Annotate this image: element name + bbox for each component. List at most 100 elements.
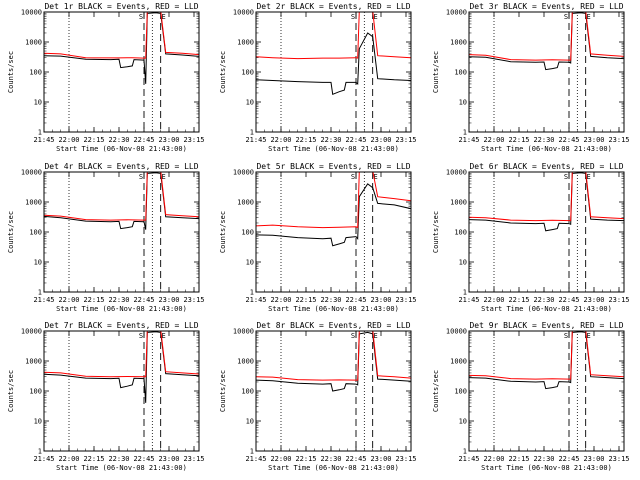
- x-tick-label: 22:15: [83, 455, 104, 463]
- y-axis-label: Counts/sec: [432, 370, 440, 412]
- x-tick-label: 21:45: [245, 296, 266, 304]
- plot-frame: [43, 11, 200, 133]
- panel-7: Det 7r BLACK = Events, RED = LLD Counts/s…: [7, 321, 205, 472]
- x-tick-label: 22:00: [58, 455, 79, 463]
- interval-marker-e: E: [162, 173, 166, 181]
- interval-marker-s: S: [139, 332, 143, 340]
- interval-marker-s: S: [351, 173, 355, 181]
- y-tick-label: 10000: [233, 169, 254, 177]
- y-tick-label: 10000: [21, 9, 42, 17]
- y-tick-label: 100: [29, 388, 42, 396]
- y-axis-label: Counts/sec: [432, 211, 440, 253]
- x-tick-label: 22:30: [320, 136, 341, 144]
- x-tick-label: 22:30: [108, 455, 129, 463]
- x-tick-label: 23:00: [158, 455, 179, 463]
- y-tick-label: 10: [246, 259, 254, 267]
- y-tick-label: 100: [454, 229, 467, 237]
- y-tick-label: 1000: [450, 39, 467, 47]
- x-tick-label: 22:30: [320, 296, 341, 304]
- y-tick-label: 1: [463, 289, 467, 297]
- y-tick-label: 10000: [446, 328, 467, 336]
- x-tick-label: 23:00: [158, 136, 179, 144]
- y-tick-label: 1: [250, 289, 254, 297]
- plot-frame: [255, 11, 412, 133]
- y-tick-label: 1000: [237, 199, 254, 207]
- interval-marker-s: S: [564, 173, 568, 181]
- x-tick-label: 22:45: [558, 455, 579, 463]
- y-tick-label: 1000: [25, 199, 42, 207]
- interval-marker-s: S: [139, 13, 143, 21]
- y-axis-label: Counts/sec: [7, 51, 15, 93]
- events-series-line: [256, 331, 411, 392]
- panel-title: Det 2r BLACK = Events, RED = LLD: [256, 2, 410, 11]
- x-tick-label: 23:00: [370, 455, 391, 463]
- x-tick-label: 23:15: [183, 296, 204, 304]
- x-tick-label: 21:45: [245, 136, 266, 144]
- x-tick-label: 23:00: [370, 136, 391, 144]
- x-tick-label: 21:45: [458, 296, 479, 304]
- x-axis-label: Start Time (06-Nov-08 21:43:00): [268, 464, 399, 472]
- y-tick-label: 100: [29, 69, 42, 77]
- x-tick-label: 22:00: [483, 296, 504, 304]
- panel-3: Det 3r BLACK = Events, RED = LLD Counts/s…: [432, 2, 630, 153]
- interval-marker-e: E: [587, 173, 591, 181]
- plot-frame: [468, 11, 625, 133]
- x-axis-label: Start Time (06-Nov-08 21:43:00): [481, 305, 612, 313]
- x-tick-label: 22:15: [83, 136, 104, 144]
- y-axis-label: Counts/sec: [7, 211, 15, 253]
- y-tick-label: 10000: [21, 169, 42, 177]
- events-series-line: [44, 172, 199, 230]
- x-tick-label: 22:30: [320, 455, 341, 463]
- x-axis-label: Start Time (06-Nov-08 21:43:00): [268, 145, 399, 153]
- panel-title: Det 3r BLACK = Events, RED = LLD: [469, 2, 623, 11]
- y-axis-label: Counts/sec: [219, 211, 227, 253]
- x-tick-label: 23:15: [608, 296, 629, 304]
- panel-2: Det 2r BLACK = Events, RED = LLD Counts/s…: [219, 2, 417, 153]
- x-tick-label: 22:15: [508, 455, 529, 463]
- interval-marker-s: S: [351, 13, 355, 21]
- x-tick-label: 21:45: [33, 455, 54, 463]
- interval-marker-s: S: [139, 173, 143, 181]
- x-axis-label: Start Time (06-Nov-08 21:43:00): [56, 464, 187, 472]
- lld-series-line: [256, 331, 411, 381]
- y-axis-label: Counts/sec: [7, 370, 15, 412]
- x-tick-label: 22:00: [270, 136, 291, 144]
- x-tick-label: 23:00: [583, 455, 604, 463]
- x-tick-label: 21:45: [33, 136, 54, 144]
- x-tick-label: 22:30: [108, 296, 129, 304]
- lld-series-line: [44, 12, 199, 59]
- interval-marker-s: S: [564, 13, 568, 21]
- y-tick-label: 100: [241, 229, 254, 237]
- x-tick-label: 22:00: [58, 296, 79, 304]
- y-axis-label: Counts/sec: [219, 370, 227, 412]
- plot-frame: [43, 330, 200, 452]
- y-tick-label: 10: [459, 259, 467, 267]
- x-tick-label: 22:30: [533, 455, 554, 463]
- x-tick-label: 21:45: [33, 296, 54, 304]
- events-series-line: [469, 12, 624, 71]
- x-tick-label: 23:15: [608, 455, 629, 463]
- lld-series-line: [44, 331, 199, 378]
- y-tick-label: 10: [34, 418, 42, 426]
- x-tick-label: 22:00: [483, 136, 504, 144]
- events-series-line: [469, 172, 624, 232]
- lld-series-line: [44, 172, 199, 221]
- y-tick-label: 10: [459, 418, 467, 426]
- x-tick-label: 22:15: [295, 136, 316, 144]
- lld-series-line: [256, 12, 411, 60]
- x-axis-label: Start Time (06-Nov-08 21:43:00): [481, 145, 612, 153]
- plot-frame: [468, 171, 625, 293]
- x-tick-label: 23:15: [395, 136, 416, 144]
- y-tick-label: 1: [463, 448, 467, 456]
- y-tick-label: 100: [29, 229, 42, 237]
- interval-marker-e: E: [374, 332, 378, 340]
- panel-title: Det 6r BLACK = Events, RED = LLD: [469, 162, 623, 171]
- x-tick-label: 22:45: [133, 136, 154, 144]
- panel-6: Det 6r BLACK = Events, RED = LLD Counts/s…: [432, 162, 630, 313]
- x-tick-label: 23:15: [395, 296, 416, 304]
- x-tick-label: 22:00: [270, 455, 291, 463]
- y-tick-label: 10: [34, 99, 42, 107]
- interval-marker-e: E: [374, 173, 378, 181]
- y-tick-label: 1: [38, 289, 42, 297]
